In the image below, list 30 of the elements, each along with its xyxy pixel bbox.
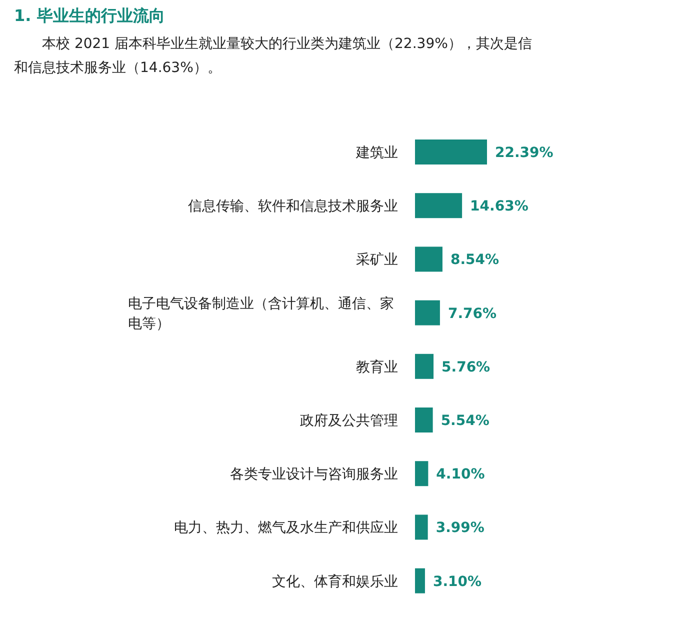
data-label: 7.76% [448, 306, 497, 322]
text: 本校 2021 届本科毕业生就业量较大的行业类为建筑业（22.39%），其次是信 [41, 35, 533, 54]
data-label: 8.54% [450, 252, 500, 268]
y-tick-label: 建筑业 [355, 145, 398, 161]
bar [415, 193, 462, 218]
bar [415, 246, 442, 272]
y-tick-label: 各类专业设计与咨询服务业 [230, 466, 398, 483]
data-label: 14.63% [470, 198, 528, 215]
y-tick-label: 信息传输、软件和信息技术服务业 [188, 198, 398, 215]
data-label: 5.76% [442, 359, 490, 376]
data-label: 3.99% [436, 520, 484, 536]
y-tick-label: 政府及公共管理 [300, 413, 398, 429]
data-label: 3.10% [432, 574, 482, 590]
bar [415, 300, 440, 326]
y-tick-label: 电子电气设备制造业（含计算机、通信、家电等） [128, 296, 394, 332]
bar [415, 568, 425, 594]
bar [415, 408, 433, 432]
y-tick-label: 教育业 [356, 358, 398, 376]
bar [415, 140, 487, 164]
y-tick-label: 采矿业 [356, 252, 398, 268]
bar [415, 514, 428, 540]
bar [415, 354, 434, 379]
bar [415, 461, 428, 486]
data-label: 4.10% [436, 466, 485, 483]
data-label: 22.39% [495, 145, 554, 161]
text: 1. 毕业生的行业流向 [14, 6, 165, 27]
text: 和信息技术服务业（14.63%）。 [14, 59, 222, 78]
data-label: 5.54% [440, 413, 490, 429]
y-tick-label: 电力、热力、燃气及水生产和供应业 [174, 520, 398, 536]
y-tick-label: 文化、体育和娱乐业 [272, 572, 398, 590]
